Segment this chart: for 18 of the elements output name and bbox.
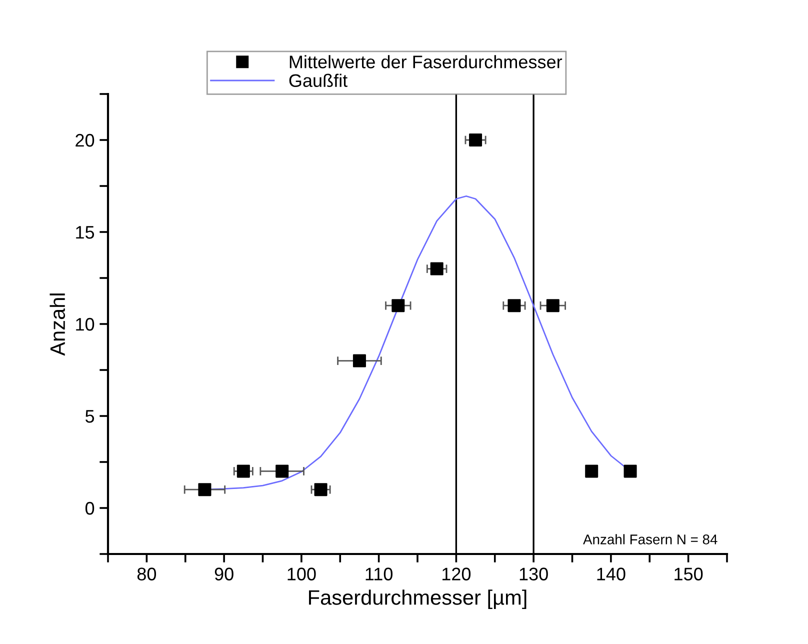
x-axis-title: Faserdurchmesser [µm] [309,590,526,609]
x-tick-label: 110 [366,568,393,580]
y-tick-label: 0 [85,502,94,515]
x-tick-label: 80 [137,568,156,580]
y-tick-label: 5 [85,410,94,423]
x-tick-label: 130 [520,568,548,580]
y-tick-label: 20 [76,134,94,147]
y-axis-title: Anzahl [50,294,66,356]
x-tick-label: 100 [288,568,316,580]
x-tick-label: 90 [214,568,234,580]
x-tick-label: 140 [597,568,626,580]
y-tick-label: 15 [76,226,94,239]
annotation: Anzahl Fasern N = 84 [583,534,718,544]
legend-label: Gaußfit [289,74,348,87]
x-tick-label: 120 [442,568,471,580]
y-tick-label: 10 [76,318,94,331]
legend-label: Mittelwerte der Faserdurchmesser [290,55,562,68]
x-tick-label: 150 [674,568,703,580]
